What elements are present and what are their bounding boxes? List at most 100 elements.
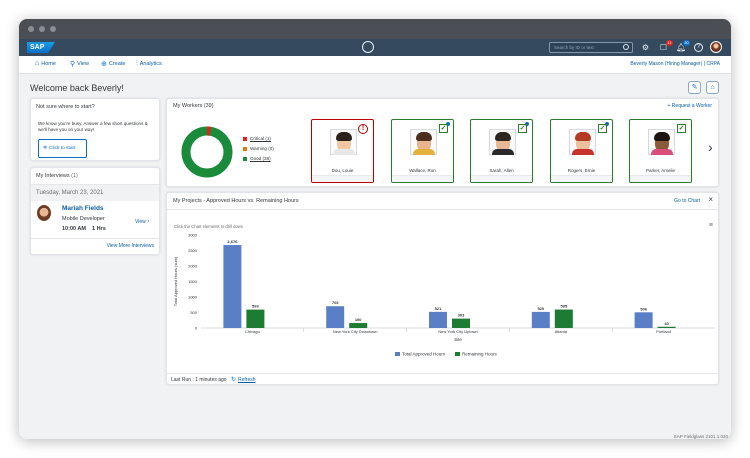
workers-title-label: My Workers bbox=[173, 103, 203, 109]
worker-card[interactable]: ! Dou, Louie bbox=[311, 119, 374, 183]
worker-card[interactable]: ✓ Wallace, Ron bbox=[391, 119, 454, 183]
worker-photo bbox=[489, 129, 516, 155]
store-button[interactable]: ⌂ bbox=[706, 81, 719, 94]
view-icon: ⚲ bbox=[70, 61, 76, 68]
version-footer: SAP Fieldglass 2101.1.020 bbox=[673, 434, 728, 439]
toolbar-analytics-label: Analytics bbox=[139, 61, 162, 67]
bar-data-label[interactable]: 520 bbox=[537, 306, 544, 311]
tasks-icon[interactable]: ☐ 11 bbox=[659, 40, 673, 52]
legend-critical[interactable]: Critical (1) bbox=[243, 136, 274, 142]
chevron-right-icon[interactable]: › bbox=[708, 139, 713, 155]
sap-logo[interactable]: SAP bbox=[27, 42, 55, 53]
app-toolbar: ⌂ Home ⚲ View ⊕ Create ⫶ Analytics Beverly M… bbox=[19, 56, 731, 74]
tools-button[interactable]: ✎ bbox=[688, 81, 701, 94]
interview-duration: 1 Hrs bbox=[92, 226, 106, 232]
bar-data-label[interactable]: 40 bbox=[664, 321, 669, 326]
bar-data-label[interactable]: 521 bbox=[435, 306, 442, 311]
analytics-icon: ⫶ bbox=[136, 60, 138, 67]
y-tick-label: 0 bbox=[195, 326, 198, 331]
toolbar-create[interactable]: ⊕ Create bbox=[101, 60, 125, 68]
bar-data-label[interactable]: 595 bbox=[560, 304, 567, 309]
approved-hours-bar[interactable] bbox=[326, 306, 345, 328]
copilot-icon[interactable] bbox=[362, 41, 374, 53]
interviews-card: My Interviews (1) Tuesday, March 23, 202… bbox=[30, 167, 160, 255]
workers-donut-chart[interactable] bbox=[178, 123, 236, 181]
toolbar-analytics[interactable]: ⫶ Analytics bbox=[136, 60, 162, 68]
refresh-icon[interactable]: ↻ bbox=[231, 377, 237, 383]
legend-warning-swatch bbox=[243, 147, 247, 151]
help-icon[interactable]: ? bbox=[694, 43, 703, 52]
y-tick-label: 2500 bbox=[188, 248, 198, 253]
approved-hours-bar[interactable] bbox=[531, 311, 550, 328]
add-icon: + bbox=[667, 103, 671, 109]
notifications-icon[interactable]: 🔔︎ 30 bbox=[676, 40, 690, 52]
worker-card[interactable]: ✓ Rogers, Ernie bbox=[550, 119, 613, 183]
user-avatar[interactable] bbox=[710, 41, 722, 53]
refresh-link[interactable]: Refresh bbox=[238, 377, 256, 383]
remaining-hours-bar[interactable] bbox=[657, 326, 676, 328]
checkmark-icon: ✓ bbox=[598, 124, 607, 133]
legend-label: Remaining Hours bbox=[462, 352, 498, 357]
donut-good-segment bbox=[181, 126, 233, 178]
chart-hint: Click the Chart elements to drill down bbox=[174, 224, 244, 229]
interviews-title: My Interviews (1) bbox=[31, 168, 159, 185]
bar-data-label[interactable]: 593 bbox=[252, 304, 259, 309]
search-placeholder: Search by ID or text bbox=[554, 45, 594, 50]
worker-card[interactable]: ✓ Sarah, Allen bbox=[470, 119, 533, 183]
click-to-start-button[interactable]: ✲ Click to start bbox=[38, 139, 87, 158]
home-icon: ⌂ bbox=[35, 60, 40, 67]
bar-data-label[interactable]: 703 bbox=[332, 300, 339, 305]
legend-swatch bbox=[395, 352, 400, 356]
toolbar-view-label: View bbox=[77, 61, 89, 67]
request-worker-link[interactable]: + Request a Worker bbox=[667, 103, 712, 109]
interview-view-label: View bbox=[135, 219, 146, 225]
remaining-hours-bar[interactable] bbox=[452, 318, 470, 328]
shell-bar: SAP Search by ID or text ⚙ ☐ 11 🔔︎ 30 ? bbox=[19, 39, 731, 56]
remaining-hours-bar[interactable] bbox=[246, 309, 265, 328]
settings-icon[interactable]: ⚙ bbox=[641, 43, 650, 52]
legend-critical-swatch bbox=[243, 137, 247, 141]
interview-date: Tuesday, March 23, 2021 bbox=[31, 185, 159, 201]
projects-title: My Projects - Approved Hours vs. Remaini… bbox=[173, 198, 299, 204]
checkmark-icon: ✓ bbox=[677, 124, 686, 133]
start-card: Not sure where to start? We know you're … bbox=[30, 98, 160, 161]
chevron-right-icon: › bbox=[147, 218, 150, 225]
interview-view-link[interactable]: View › bbox=[135, 218, 149, 225]
go-to-chart-link[interactable]: Go to Chart bbox=[674, 198, 700, 204]
remaining-hours-bar[interactable] bbox=[349, 323, 368, 328]
approved-vs-remaining-chart[interactable]: 0 500 1000 1500 2000 2500 3000 Total Approved H… bbox=[167, 229, 720, 366]
view-more-interviews-link[interactable]: View More Interviews bbox=[106, 243, 154, 249]
workers-title: My Workers (39) bbox=[173, 103, 214, 109]
y-tick-label: 2000 bbox=[188, 264, 198, 269]
worker-name: Sarah, Allen bbox=[489, 168, 514, 173]
window-maximize-dot[interactable] bbox=[50, 26, 56, 32]
toolbar-home[interactable]: ⌂ Home bbox=[35, 60, 56, 67]
approved-hours-bar[interactable] bbox=[429, 311, 447, 328]
toolbar-view[interactable]: ⚲ View bbox=[70, 60, 89, 68]
toolbar-home-label: Home bbox=[41, 60, 56, 67]
search-input[interactable]: Search by ID or text bbox=[549, 42, 633, 53]
bar-data-label[interactable]: 303 bbox=[458, 313, 465, 318]
toolbar-create-label: Create bbox=[108, 61, 126, 67]
legend-good[interactable]: Good (38) bbox=[243, 156, 274, 162]
bar-data-label[interactable]: 506 bbox=[640, 306, 647, 311]
search-icon[interactable] bbox=[623, 44, 629, 50]
new-indicator-icon bbox=[605, 122, 609, 126]
close-icon[interactable]: × bbox=[708, 195, 713, 204]
bar-data-label[interactable]: 160 bbox=[355, 317, 362, 322]
x-tick-label: Portland bbox=[656, 329, 671, 334]
worker-name: Wallace, Ron bbox=[409, 168, 436, 173]
legend-warning[interactable]: Warning (0) bbox=[243, 146, 274, 152]
worker-card[interactable]: ✓ Parker, Amelie bbox=[629, 119, 692, 183]
user-role-link[interactable]: Beverly Mason (Hiring Manager) | CRPA bbox=[630, 61, 720, 67]
workers-legend: Critical (1) Warning (0) Good (38) bbox=[243, 136, 274, 162]
window-close-dot[interactable] bbox=[28, 26, 34, 32]
window-minimize-dot[interactable] bbox=[39, 26, 45, 32]
chart-menu-icon[interactable]: ≡ bbox=[708, 222, 713, 229]
approved-hours-bar[interactable] bbox=[634, 312, 653, 328]
worker-photo bbox=[410, 129, 437, 155]
interviewee-name[interactable]: Mariah Fields bbox=[62, 205, 104, 212]
bar-data-label[interactable]: 2,676 bbox=[227, 239, 238, 244]
approved-hours-bar[interactable] bbox=[223, 245, 242, 328]
remaining-hours-bar[interactable] bbox=[554, 309, 573, 328]
